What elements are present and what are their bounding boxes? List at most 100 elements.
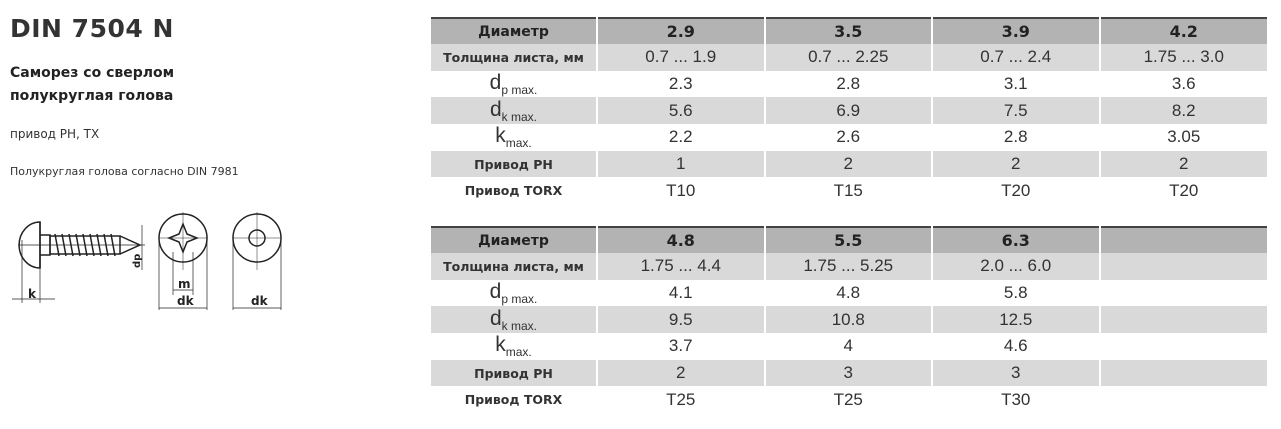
cell-diameter: 4.2: [1098, 18, 1267, 44]
row-dk: dk max. 5.6 6.9 7.5 8.2: [431, 97, 1267, 125]
cell-torx: T10: [596, 177, 765, 205]
spec-table-2: Диаметр 4.8 5.5 6.3 Толщина листа, мм 1.75 ..…: [431, 226, 1267, 414]
row-dk: dk max. 9.5 10.8 12.5: [431, 306, 1267, 334]
cell-k: 3.05: [1098, 124, 1267, 151]
phillips-head-view: m dk: [158, 212, 208, 310]
spec-table-1: Диаметр 2.9 3.5 3.9 4.2 Толщина листа, мм 0.7 …: [431, 17, 1267, 205]
cell-dk: 8.2: [1098, 97, 1267, 125]
cell-thickness: 1.75 ... 5.25: [763, 253, 932, 280]
cell-k: 2.2: [596, 124, 765, 151]
screw-drawing: k dp m dk dk: [12, 212, 282, 310]
cell-thickness: 1.75 ... 4.4: [596, 253, 765, 280]
cell-k: 4.6: [931, 333, 1100, 360]
head-note: Полукруглая голова согласно DIN 7981: [10, 165, 239, 178]
cell-dk: 12.5: [931, 306, 1100, 334]
page-title: DIN 7504 N: [10, 14, 174, 43]
cell-diameter: 3.9: [931, 18, 1100, 44]
cell-dk: 9.5: [596, 306, 765, 334]
cell-k: 2.6: [763, 124, 932, 151]
row-thickness: Толщина листа, мм 0.7 ... 1.9 0.7 ... 2.25…: [431, 44, 1267, 71]
row-diameter: Диаметр 4.8 5.5 6.3: [431, 227, 1267, 253]
cell-dk: 7.5: [931, 97, 1100, 125]
cell-ph: 2: [763, 150, 932, 178]
row-label-dk: dk max.: [431, 97, 597, 125]
row-diameter: Диаметр 2.9 3.5 3.9 4.2: [431, 18, 1267, 44]
cell-dp: 3.6: [1098, 70, 1267, 98]
label-dk-2: dk: [251, 294, 269, 308]
cell-ph: [1098, 359, 1267, 387]
product-subtitle: Саморез со сверлом полукруглая голова: [10, 62, 174, 108]
cell-ph: 2: [1098, 150, 1267, 178]
cell-k: 3.7: [596, 333, 765, 360]
cell-ph: 2: [596, 359, 765, 387]
cell-torx: T20: [931, 177, 1100, 205]
label-dp: dp: [132, 254, 143, 268]
row-torx: Привод TORX T25 T25 T30: [431, 386, 1267, 414]
row-label-torx: Привод TORX: [431, 177, 597, 205]
torx-head-view: dk: [232, 212, 282, 310]
cell-torx: T30: [931, 386, 1100, 414]
row-k: kmax. 2.2 2.6 2.8 3.05: [431, 124, 1267, 151]
cell-dp: 3.1: [931, 70, 1100, 98]
cell-ph: 3: [931, 359, 1100, 387]
row-label-diameter: Диаметр: [431, 18, 597, 44]
row-k: kmax. 3.7 4 4.6: [431, 333, 1267, 360]
cell-dp: 2.8: [763, 70, 932, 98]
row-label-torx: Привод TORX: [431, 386, 597, 414]
label-dk-1: dk: [177, 294, 195, 308]
row-ph: Привод PH 1 2 2 2: [431, 150, 1267, 178]
row-label-thickness: Толщина листа, мм: [431, 253, 597, 280]
drive-text: привод PH, TX: [10, 127, 100, 141]
row-label-k: kmax.: [431, 333, 597, 360]
screw-head: [18, 221, 41, 269]
cell-k: 4: [763, 333, 932, 360]
cell-torx: T15: [763, 177, 932, 205]
cell-torx: T25: [596, 386, 765, 414]
cell-dp: 4.8: [763, 279, 932, 307]
cell-thickness: 0.7 ... 2.4: [931, 44, 1100, 71]
cell-dk: [1098, 306, 1267, 334]
cell-torx: T20: [1098, 177, 1267, 205]
cell-torx: [1098, 386, 1267, 414]
cell-thickness: 0.7 ... 2.25: [763, 44, 932, 71]
subtitle-line-1: Саморез со сверлом: [10, 65, 175, 81]
cell-k: 2.8: [931, 124, 1100, 151]
cell-thickness: 0.7 ... 1.9: [596, 44, 765, 71]
cell-ph: 2: [931, 150, 1100, 178]
cell-diameter: 4.8: [596, 227, 765, 253]
cell-thickness: [1098, 253, 1267, 280]
cell-diameter: [1098, 227, 1267, 253]
row-label-dp: dp max.: [431, 279, 597, 307]
cell-dp: [1098, 279, 1267, 307]
cell-dk: 5.6: [596, 97, 765, 125]
cell-dp: 5.8: [931, 279, 1100, 307]
cell-diameter: 6.3: [931, 227, 1100, 253]
row-dp: dp max. 2.3 2.8 3.1 3.6: [431, 70, 1267, 98]
cell-ph: 1: [596, 150, 765, 178]
row-label-diameter: Диаметр: [431, 227, 597, 253]
row-torx: Привод TORX T10 T15 T20 T20: [431, 177, 1267, 205]
row-label-dk: dk max.: [431, 306, 597, 334]
row-label-ph: Привод PH: [431, 150, 597, 178]
row-label-thickness: Толщина листа, мм: [431, 44, 597, 71]
label-m: m: [178, 277, 191, 291]
cell-dp: 4.1: [596, 279, 765, 307]
cell-diameter: 5.5: [763, 227, 932, 253]
row-label-ph: Привод PH: [431, 359, 597, 387]
cell-k: [1098, 333, 1267, 360]
cell-torx: T25: [763, 386, 932, 414]
subtitle-line-2: полукруглая голова: [10, 88, 174, 104]
cell-dp: 2.3: [596, 70, 765, 98]
row-dp: dp max. 4.1 4.8 5.8: [431, 279, 1267, 307]
cell-thickness: 1.75 ... 3.0: [1098, 44, 1267, 71]
cell-dk: 10.8: [763, 306, 932, 334]
row-thickness: Толщина листа, мм 1.75 ... 4.4 1.75 ... 5.…: [431, 253, 1267, 280]
cell-dk: 6.9: [763, 97, 932, 125]
row-label-dp: dp max.: [431, 70, 597, 98]
cell-diameter: 2.9: [596, 18, 765, 44]
cell-diameter: 3.5: [763, 18, 932, 44]
row-label-k: kmax.: [431, 124, 597, 151]
cell-ph: 3: [763, 359, 932, 387]
label-k: k: [28, 287, 37, 301]
row-ph: Привод PH 2 3 3: [431, 359, 1267, 387]
